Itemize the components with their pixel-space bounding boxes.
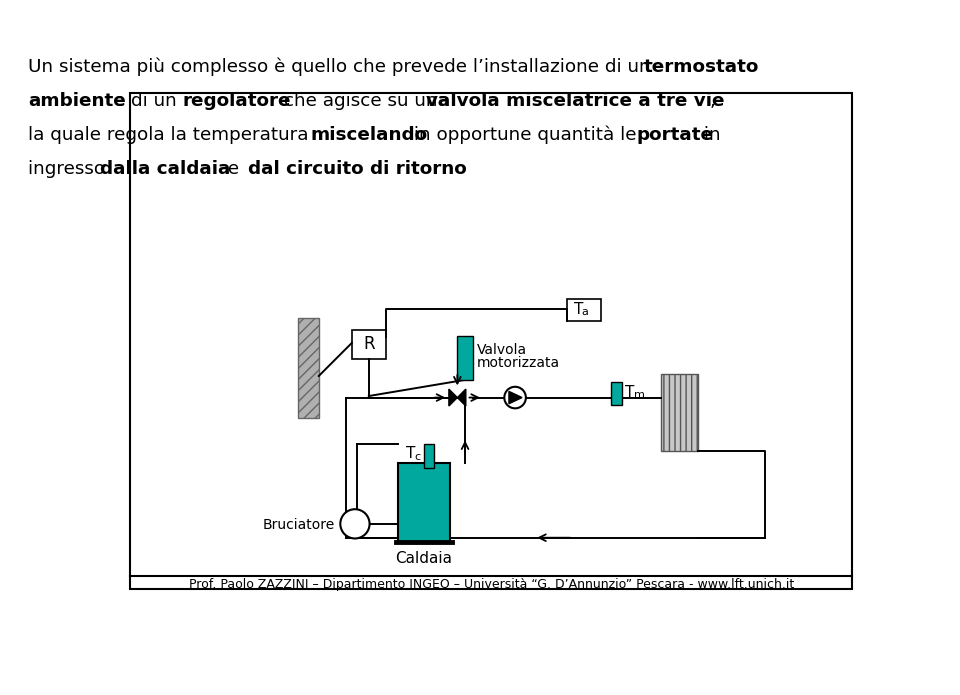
Text: la quale regola la temperatura: la quale regola la temperatura xyxy=(28,126,314,144)
Text: Bruciatore: Bruciatore xyxy=(263,518,335,532)
Text: portate: portate xyxy=(637,126,714,144)
Text: motorizzata: motorizzata xyxy=(476,356,560,370)
Bar xyxy=(566,299,601,320)
Text: Valvola: Valvola xyxy=(476,343,527,357)
Text: in: in xyxy=(698,126,721,144)
Bar xyxy=(424,444,434,468)
Text: Un sistema più complesso è quello che prevede l’installazione di un: Un sistema più complesso è quello che pr… xyxy=(28,58,657,76)
Text: Prof. Paolo ZAZZINI – Dipartimento INGEO – Università “G. D’Annunzio” Pescara - : Prof. Paolo ZAZZINI – Dipartimento INGEO… xyxy=(189,578,795,591)
Bar xyxy=(457,336,472,380)
Text: valvola miscelatrice a tre vie: valvola miscelatrice a tre vie xyxy=(426,92,725,110)
Polygon shape xyxy=(449,389,457,406)
Bar xyxy=(612,382,622,405)
Text: termostato: termostato xyxy=(644,58,759,76)
Bar xyxy=(298,318,319,418)
Text: ingresso: ingresso xyxy=(28,160,111,178)
Polygon shape xyxy=(509,391,522,404)
Text: e di un: e di un xyxy=(108,92,182,110)
Text: T: T xyxy=(574,302,584,316)
Text: in opportune quantità le: in opportune quantità le xyxy=(408,126,642,144)
Text: ambiente: ambiente xyxy=(28,92,126,110)
Text: Caldaia: Caldaia xyxy=(396,551,452,566)
Text: T: T xyxy=(625,384,635,400)
Text: m: m xyxy=(634,391,644,400)
Text: T: T xyxy=(406,446,415,461)
Text: e: e xyxy=(222,160,245,178)
Bar xyxy=(352,330,386,359)
Bar xyxy=(661,375,698,452)
Circle shape xyxy=(340,509,370,539)
Text: regolatore: regolatore xyxy=(183,92,292,110)
Text: dalla caldaia: dalla caldaia xyxy=(100,160,230,178)
Text: che agisce su una: che agisce su una xyxy=(278,92,455,110)
Text: R: R xyxy=(363,336,374,354)
Text: dal circuito di ritorno: dal circuito di ritorno xyxy=(248,160,467,178)
Bar xyxy=(398,463,449,541)
Circle shape xyxy=(504,387,526,409)
Text: a: a xyxy=(582,307,588,317)
Text: ,: , xyxy=(710,92,716,110)
Text: miscelando: miscelando xyxy=(310,126,427,144)
Polygon shape xyxy=(457,389,466,406)
Text: c: c xyxy=(414,452,420,462)
